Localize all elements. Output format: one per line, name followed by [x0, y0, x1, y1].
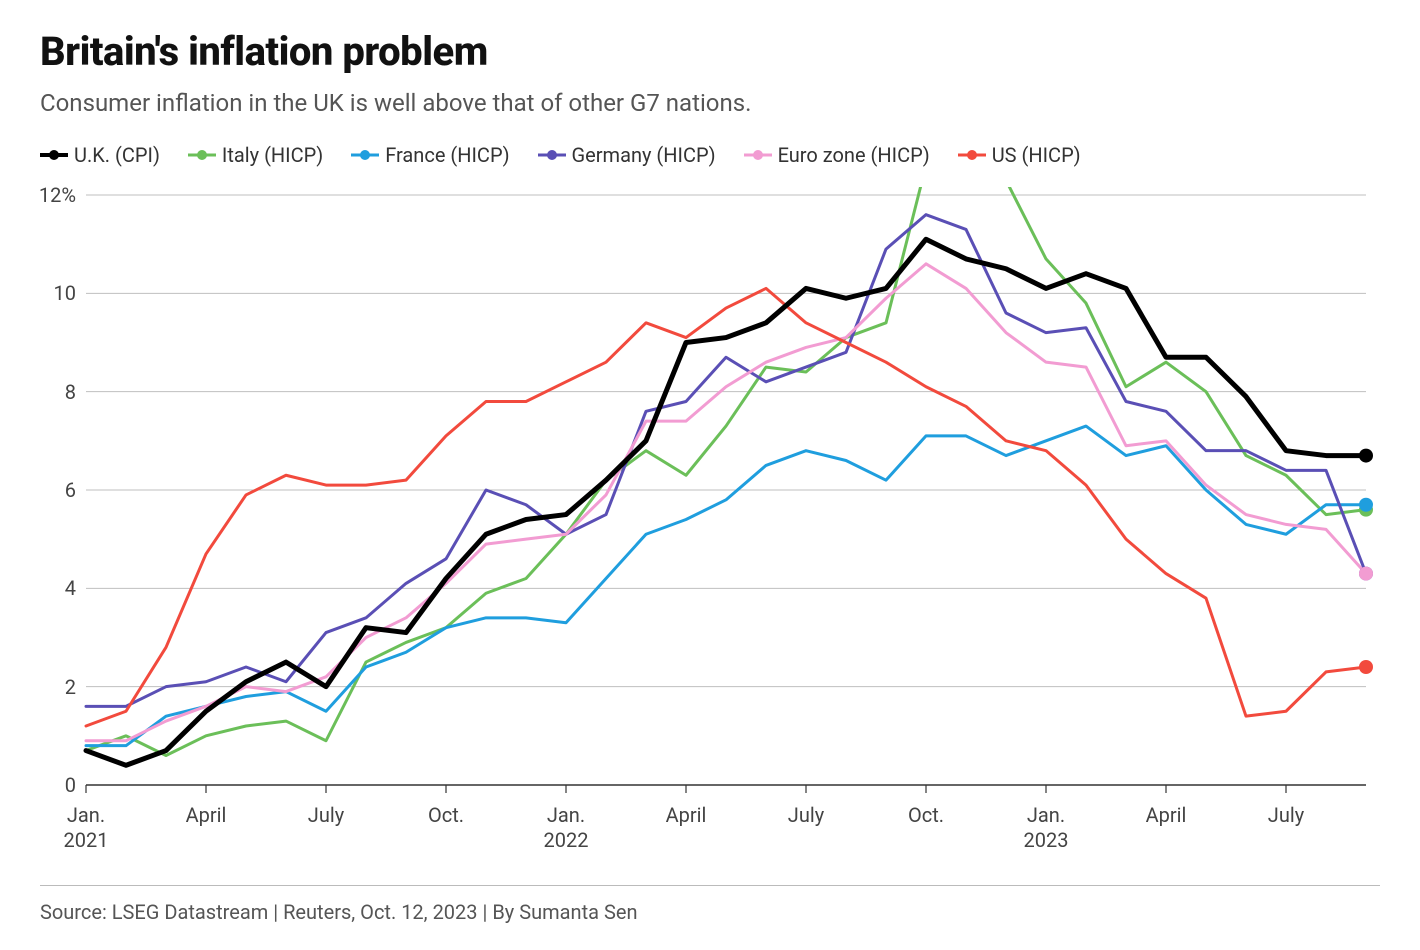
- x-axis-tick-label: April: [666, 803, 707, 828]
- legend-label: U.K. (CPI): [74, 143, 160, 167]
- legend-label: Euro zone (HICP): [778, 143, 930, 167]
- legend-item: France (HICP): [351, 143, 509, 167]
- chart-footer: Source: LSEG Datastream | Reuters, Oct. …: [40, 885, 1380, 924]
- y-axis-tick-label: 6: [20, 478, 76, 502]
- x-axis-tick-label: Oct.: [908, 803, 944, 828]
- source-text: Source: LSEG Datastream | Reuters, Oct. …: [40, 900, 638, 924]
- legend-swatch: [744, 148, 772, 162]
- legend: U.K. (CPI) Italy (HICP) France (HICP) Germa…: [40, 143, 1380, 167]
- x-axis-tick-label: Oct.: [428, 803, 464, 828]
- legend-item: Italy (HICP): [188, 143, 323, 167]
- legend-swatch: [351, 148, 379, 162]
- legend-swatch: [958, 148, 986, 162]
- legend-swatch: [538, 148, 566, 162]
- legend-label: France (HICP): [385, 143, 509, 167]
- legend-swatch: [40, 148, 68, 162]
- x-axis-tick-label: July: [1268, 803, 1304, 828]
- legend-item: Euro zone (HICP): [744, 143, 930, 167]
- line-chart-svg: [40, 187, 1380, 847]
- y-axis-tick-label: 8: [20, 380, 76, 404]
- legend-swatch: [188, 148, 216, 162]
- y-axis-tick-label: 0: [20, 773, 76, 797]
- chart-title: Britain's inflation problem: [40, 28, 1380, 75]
- legend-label: Italy (HICP): [222, 143, 323, 167]
- y-axis-tick-label: 2: [20, 675, 76, 699]
- chart-container: Britain's inflation problem Consumer inf…: [0, 0, 1420, 950]
- x-axis-tick-label: July: [308, 803, 344, 828]
- y-axis-tick-label: 12%: [20, 183, 76, 207]
- x-axis-tick-label: Jan. 2023: [1024, 803, 1069, 853]
- x-axis-tick-label: Jan. 2022: [544, 803, 589, 853]
- legend-item: U.K. (CPI): [40, 143, 160, 167]
- legend-label: US (HICP): [992, 143, 1081, 167]
- x-axis-tick-label: April: [186, 803, 227, 828]
- footer-divider: [40, 885, 1380, 886]
- legend-item: US (HICP): [958, 143, 1081, 167]
- x-axis-tick-label: April: [1146, 803, 1187, 828]
- x-axis-tick-label: Jan. 2021: [64, 803, 109, 853]
- y-axis-tick-label: 4: [20, 576, 76, 600]
- legend-label: Germany (HICP): [572, 143, 716, 167]
- chart-subtitle: Consumer inflation in the UK is well abo…: [40, 89, 1380, 117]
- chart-plot-area: 024681012%Jan. 2021AprilJulyOct.Jan. 202…: [40, 187, 1380, 847]
- x-axis-tick-label: July: [788, 803, 824, 828]
- y-axis-tick-label: 10: [20, 281, 76, 305]
- legend-item: Germany (HICP): [538, 143, 716, 167]
